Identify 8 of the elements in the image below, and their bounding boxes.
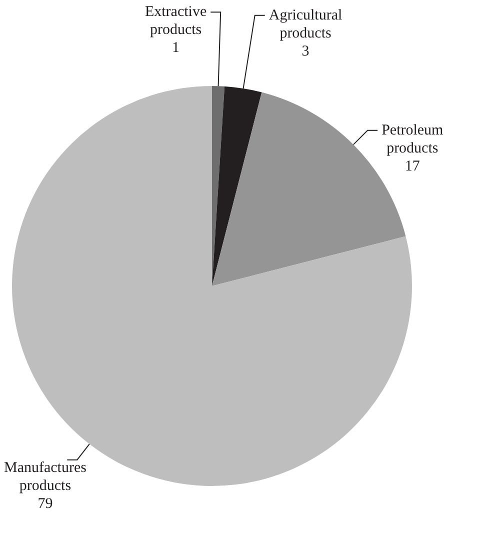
slice-label: Agricultural products	[268, 7, 342, 42]
slice-label: Manufactures products	[4, 460, 87, 494]
data-label: 79	[38, 496, 53, 512]
data-label: 17	[404, 158, 420, 174]
slice-label: Petroleum products	[382, 122, 444, 156]
data-label: 1	[172, 40, 180, 56]
slice-label: Extractive products	[144, 4, 207, 38]
data-label: 3	[302, 43, 310, 60]
